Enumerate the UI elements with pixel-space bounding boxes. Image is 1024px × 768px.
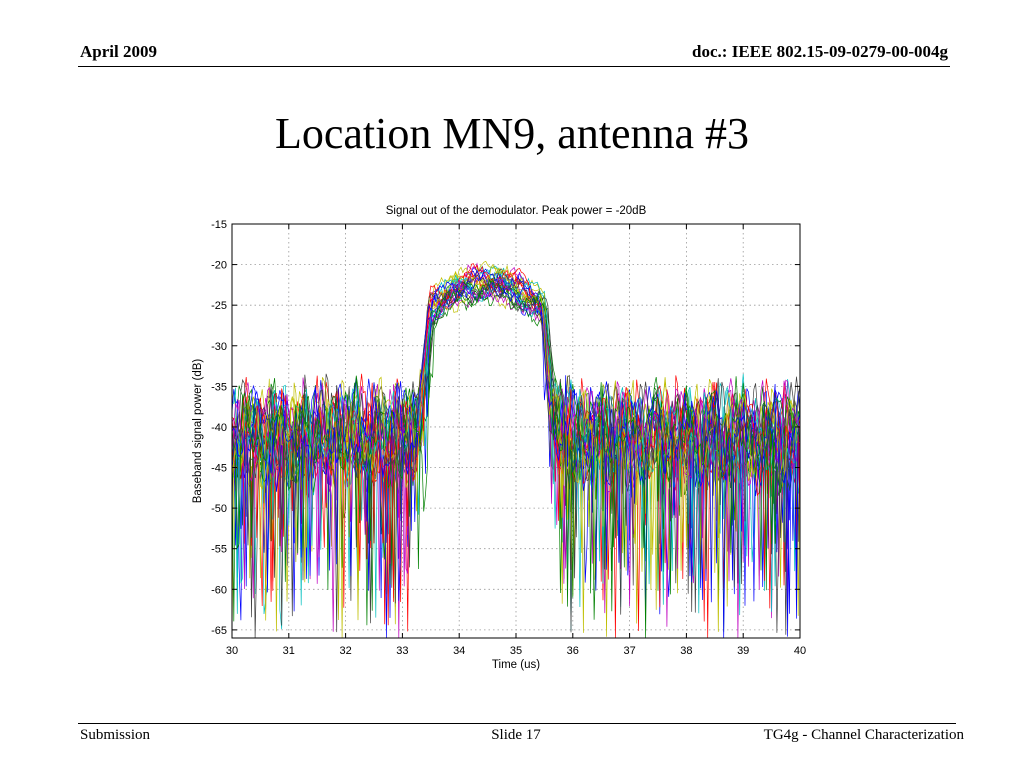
signal-trace xyxy=(232,279,800,638)
y-tick-label: -65 xyxy=(211,625,227,637)
y-tick-label: -30 xyxy=(211,341,227,353)
header-left-date: April 2009 xyxy=(80,42,157,61)
x-tick-label: 37 xyxy=(623,645,635,657)
header-divider xyxy=(78,66,950,67)
y-tick-label: -15 xyxy=(211,219,227,231)
signal-trace xyxy=(232,277,800,632)
footer-divider xyxy=(78,723,956,724)
footer-slide-number: Slide 17 xyxy=(491,727,541,743)
signal-trace xyxy=(232,273,800,635)
y-tick-label: -25 xyxy=(211,300,227,312)
x-tick-label: 30 xyxy=(226,645,238,657)
y-tick-label: -60 xyxy=(211,584,227,596)
signal-trace xyxy=(232,268,800,637)
y-tick-label: -55 xyxy=(211,544,227,556)
footer-left-label: Submission xyxy=(80,727,151,743)
x-tick-label: 40 xyxy=(794,645,806,657)
x-tick-label: 32 xyxy=(339,645,351,657)
x-tick-label: 38 xyxy=(680,645,692,657)
signal-trace xyxy=(232,268,800,633)
signal-trace xyxy=(232,269,800,638)
slide-title: Location MN9, antenna #3 xyxy=(274,109,750,158)
y-tick-label: -35 xyxy=(211,381,227,393)
signal-trace xyxy=(232,276,800,616)
y-tick-label: -45 xyxy=(211,463,227,475)
y-axis-label: Baseband signal power (dB) xyxy=(192,359,204,504)
signal-trace xyxy=(232,278,800,638)
series-group xyxy=(232,260,800,638)
x-tick-label: 35 xyxy=(510,645,522,657)
y-tick-label: -20 xyxy=(211,260,227,272)
chart-title: Signal out of the demodulator. Peak powe… xyxy=(386,205,647,217)
signal-trace xyxy=(232,264,800,638)
x-axis-label: Time (us) xyxy=(492,659,540,671)
chart-container: 30 31 32 33 34 35 36 37 38 39 40 -15 -20 -25 -30 -35 -40… xyxy=(180,198,820,678)
x-tick-label: 39 xyxy=(737,645,749,657)
header-right-doc-id: doc.: IEEE 802.15-09-0279-00-004g xyxy=(692,42,948,61)
x-tick-label: 36 xyxy=(567,645,579,657)
x-tick-label: 31 xyxy=(283,645,295,657)
signal-power-chart: 30 31 32 33 34 35 36 37 38 39 40 -15 -20 -25 -30 -35 -40… xyxy=(192,205,806,671)
footer-right-label: TG4g - Channel Characterization xyxy=(763,727,964,743)
y-tick-label: -50 xyxy=(211,503,227,515)
y-tick-label: -40 xyxy=(211,422,227,434)
x-tick-label: 33 xyxy=(396,645,408,657)
x-tick-label: 34 xyxy=(453,645,465,657)
